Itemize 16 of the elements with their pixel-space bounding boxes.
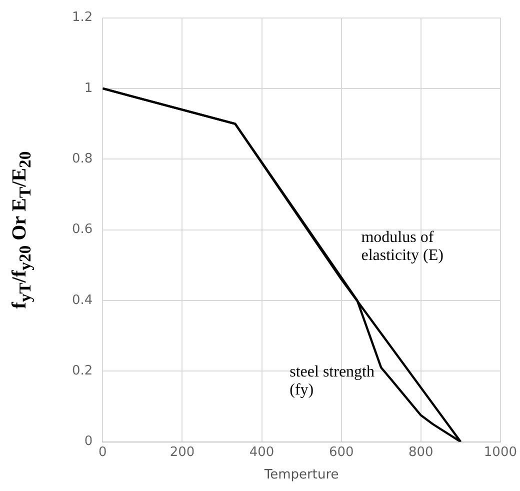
y-tick-label: 0.4 — [72, 292, 93, 308]
y-tick-label: 0.6 — [72, 222, 93, 238]
x-axis-title: Temperture — [263, 468, 339, 483]
x-tick-label: 0 — [98, 444, 107, 460]
x-tick-label: 600 — [328, 444, 354, 460]
x-tick-label: 200 — [170, 444, 195, 460]
y-tick-label: 1 — [84, 80, 93, 96]
series-label: steel strength (fy) — [290, 363, 375, 398]
y-tick-label: 0 — [84, 434, 93, 450]
x-tick-label: 800 — [408, 444, 434, 460]
y-tick-label: 1.2 — [72, 10, 93, 26]
x-tick-label: 400 — [249, 444, 274, 460]
x-tick-label: 1000 — [484, 444, 518, 460]
y-tick-label: 0.8 — [72, 152, 93, 167]
series-label: modulus of elasticity (E) — [361, 229, 444, 264]
y-tick-label: 0.2 — [72, 364, 93, 379]
